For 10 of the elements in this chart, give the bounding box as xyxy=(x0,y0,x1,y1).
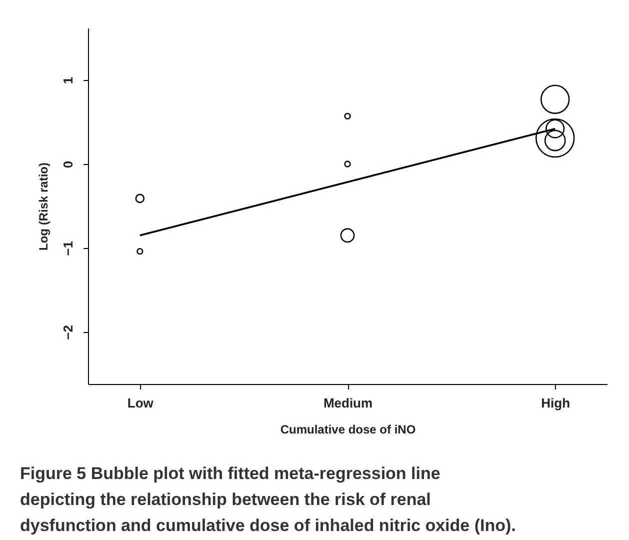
y-tick-label: −1 xyxy=(60,241,76,256)
caption: Figure 5 Bubble plot with fitted meta-regression line depicting the relationship between the risk of renal dysfunction and cumulative dose of inhaled nitric oxide (Ino). xyxy=(20,464,516,535)
y-axis-title: Log (Risk ratio) xyxy=(36,162,50,251)
x-tick-label: Low xyxy=(127,396,154,410)
y-tick-label: 0 xyxy=(60,160,76,168)
x-tick-label: Medium xyxy=(323,396,373,410)
x-axis-title: Cumulative dose of iNO xyxy=(280,422,416,436)
y-tick-label: 1 xyxy=(60,76,76,84)
x-tick-label: High xyxy=(541,396,570,410)
y-tick-label: −2 xyxy=(60,325,76,340)
